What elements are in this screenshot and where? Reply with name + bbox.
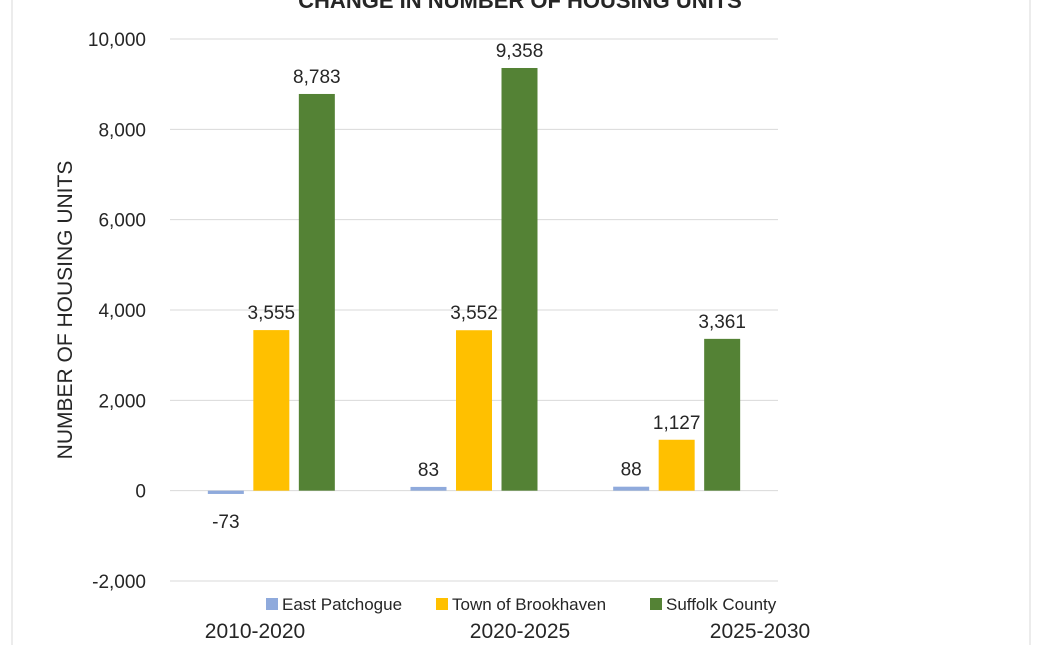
- y-tick-label: -2,000: [92, 572, 146, 593]
- chart-area-border: [11, 0, 1031, 645]
- bar: [207, 490, 244, 494]
- x-category-label: 2025-2030: [710, 620, 810, 643]
- bar: [613, 486, 650, 491]
- legend-entry: East Patchogue: [282, 595, 402, 614]
- bar: [704, 338, 741, 491]
- legend-swatch: [650, 598, 662, 610]
- legend-entry: Suffolk County: [666, 595, 777, 614]
- legend-swatch: [436, 598, 448, 610]
- y-axis-ticks: -2,000 0 2,000 4,000 6,000 8,000 10,000: [88, 30, 146, 593]
- legend-entry: Town of Brookhaven: [452, 595, 606, 614]
- bar: [298, 93, 335, 491]
- data-labels: -73 3,555 8,783 83 3,552 9,358 88 1,127 3,361: [212, 41, 746, 533]
- data-label: 9,358: [496, 41, 544, 62]
- y-tick-label: 8,000: [98, 120, 146, 141]
- x-category-label: 2010-2020: [205, 620, 305, 643]
- bar: [501, 67, 538, 491]
- y-tick-label: 10,000: [88, 30, 146, 51]
- bars: [207, 67, 741, 494]
- bar: [456, 330, 492, 491]
- data-label: 3,361: [698, 312, 746, 333]
- legend: East Patchogue Town of Brookhaven Suffolk …: [266, 595, 777, 614]
- data-label: -73: [212, 512, 239, 533]
- data-label: 8,783: [293, 67, 341, 88]
- data-label: 1,127: [653, 413, 701, 434]
- y-tick-label: 4,000: [98, 301, 146, 322]
- bar: [410, 486, 447, 491]
- bar: [253, 330, 290, 491]
- y-tick-label: 6,000: [98, 211, 146, 232]
- legend-swatch: [266, 598, 278, 610]
- bar: [658, 439, 695, 491]
- chart-title: CHANGE IN NUMBER OF HOUSING UNITS: [298, 0, 742, 13]
- x-axis-categories: 2010-2020 2020-2025 2025-2030: [205, 620, 810, 643]
- data-label: 3,555: [248, 303, 296, 324]
- data-label: 3,552: [450, 303, 498, 324]
- y-axis-label: NUMBER OF HOUSING UNITS: [54, 161, 77, 460]
- data-label: 83: [418, 460, 439, 481]
- data-label: 88: [621, 460, 642, 481]
- x-category-label: 2020-2025: [470, 620, 570, 643]
- y-tick-label: 0: [135, 482, 146, 503]
- y-tick-label: 2,000: [98, 391, 146, 412]
